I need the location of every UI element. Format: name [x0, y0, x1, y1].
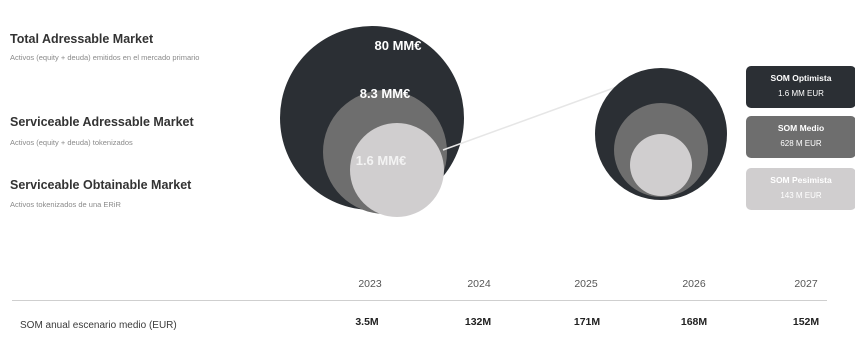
table-cell: 3.5M	[355, 316, 379, 328]
year-header: 2024	[467, 278, 491, 290]
table-cell: 168M	[680, 316, 708, 328]
scenario-inner-circle	[630, 134, 692, 196]
table-divider	[12, 300, 827, 301]
som-circle	[350, 123, 444, 217]
tam-value: 80 MM€	[374, 38, 422, 53]
scenario-value: 143 M EUR	[780, 191, 822, 200]
sam-title: Serviceable Adressable Market	[10, 115, 194, 129]
scenario-value: 1.6 MM EUR	[778, 89, 824, 98]
som-title: Serviceable Obtainable Market	[10, 178, 192, 192]
year-header: 2027	[794, 278, 818, 290]
year-header: 2025	[574, 278, 598, 290]
table-cell: 152M	[792, 316, 820, 328]
table-cell: 132M	[464, 316, 492, 328]
scenario-name: SOM Medio	[777, 123, 825, 133]
sam-subtitle: Activos (equity + deuda) tokenizados	[10, 138, 133, 147]
scenario-optimista: SOM Optimista 1.6 MM EUR	[746, 66, 855, 108]
scenario-value: 628 M EUR	[780, 139, 822, 148]
year-header: 2023	[358, 278, 382, 290]
tam-title: Total Adressable Market	[10, 32, 154, 46]
tam-subtitle: Activos (equity + deuda) emitidos en el …	[10, 53, 200, 62]
scenario-name: SOM Pesimista	[770, 175, 832, 185]
scenario-name: SOM Optimista	[770, 73, 832, 83]
table-row-label: SOM anual escenario medio (EUR)	[20, 320, 177, 331]
year-header: 2026	[682, 278, 706, 290]
table-cell: 171M	[573, 316, 601, 328]
scenario-medio: SOM Medio 628 M EUR	[746, 116, 855, 158]
som-value: 1.6 MM€	[355, 153, 407, 168]
som-subtitle: Activos tokenizados de una ERiR	[10, 200, 121, 209]
connector-line	[442, 84, 623, 151]
sam-value: 8.3 MM€	[359, 86, 411, 101]
scenario-pesimista: SOM Pesimista 143 M EUR	[746, 168, 855, 210]
